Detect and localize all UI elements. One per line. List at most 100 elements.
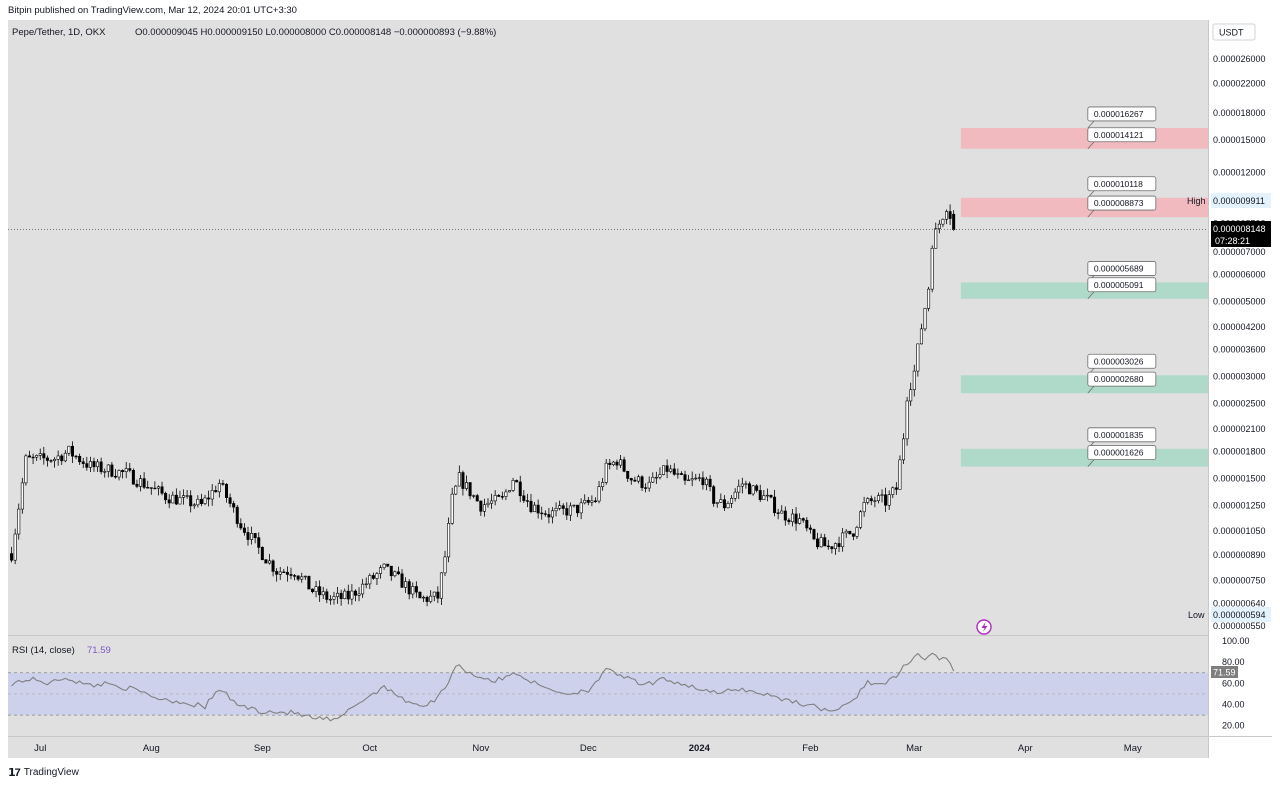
demand-zone: [960, 375, 1208, 394]
candle-down: [414, 586, 418, 593]
rsi-layer: [8, 652, 1208, 722]
candle-down: [78, 456, 82, 463]
candle-up: [343, 590, 347, 599]
candle-down: [146, 487, 150, 489]
candle-down: [164, 492, 168, 501]
zone-price-label: 0.000005091: [1094, 280, 1144, 290]
candle-up: [866, 498, 870, 503]
candle-up: [636, 476, 640, 482]
candle-up: [554, 507, 558, 512]
candle-down: [830, 546, 834, 550]
candle-up: [411, 586, 415, 595]
y-tick-label: 0.000003000: [1213, 372, 1266, 382]
candle-down: [418, 591, 422, 599]
candle-up: [88, 461, 92, 468]
candle-up: [210, 490, 214, 500]
ohlc-legend: O0.000009045 H0.000009150 L0.000008000 C…: [135, 27, 496, 38]
candle-up: [432, 591, 436, 597]
candle-down: [808, 527, 812, 530]
candle-down: [85, 463, 89, 468]
candle-up: [314, 586, 318, 592]
price-pane[interactable]: [8, 20, 1208, 635]
candle-down: [293, 575, 297, 577]
candle-up: [647, 481, 651, 489]
zone-callout-box: [1087, 277, 1157, 293]
candle-up: [493, 495, 497, 502]
candle-down: [626, 470, 630, 479]
price-axis[interactable]: [1209, 20, 1272, 758]
candle-down: [27, 455, 31, 458]
candle-up: [733, 491, 737, 499]
tradingview-logo-icon[interactable]: 𝟭7: [8, 766, 21, 779]
candle-up: [601, 482, 605, 487]
candle-up: [765, 494, 769, 497]
candle-up: [368, 575, 372, 585]
lightning-icon[interactable]: [976, 619, 992, 635]
candle-up: [841, 532, 845, 548]
y-tick-label: 0.000007000: [1213, 247, 1266, 257]
candle-down: [783, 510, 787, 521]
candle-up: [267, 560, 271, 564]
candle-down: [113, 475, 117, 478]
candle-down: [239, 523, 243, 529]
candle-up: [364, 583, 368, 586]
x-tick-label: Feb: [802, 743, 818, 754]
countdown-value: 07:28:21: [1215, 236, 1250, 246]
candle-down: [747, 483, 751, 495]
y-tick-label: 0.000001800: [1213, 447, 1266, 457]
candle-down: [174, 494, 178, 505]
candle-down: [712, 486, 716, 504]
candle-down: [310, 588, 314, 592]
candle-up: [744, 483, 748, 485]
y-ticks-layer: 0.000026000 0.000022000 0.000018000 0.00001…: [1213, 54, 1266, 731]
chart-frame[interactable]: Pepe/Tether, 1D, OKX O0.000009045 H0.000…: [8, 20, 1272, 758]
candle-down: [371, 575, 375, 579]
candle-up: [737, 485, 741, 493]
x-ticks-layer: Jul Aug Sep Oct Nov Dec 2024 Feb Mar Apr May: [34, 743, 1142, 754]
y-tick-label: 0.000022000: [1213, 79, 1266, 89]
candle-up: [63, 452, 67, 462]
low-value: 0.000000594: [1213, 610, 1266, 620]
y-tick-label: 0.000001050: [1213, 526, 1266, 536]
candle-down: [74, 455, 78, 458]
candle-down: [794, 513, 798, 524]
candle-down: [468, 482, 472, 497]
candle-up: [375, 573, 379, 579]
candle-up: [482, 504, 486, 512]
candle-down: [207, 497, 211, 500]
candle-up: [533, 504, 537, 513]
candle-up: [762, 495, 766, 500]
symbol-legend[interactable]: Pepe/Tether, 1D, OKX: [12, 27, 106, 38]
candle-up: [429, 595, 433, 602]
candle-up: [124, 468, 128, 472]
y-tick-label: 0.000015000: [1213, 135, 1266, 145]
candle-up: [35, 455, 39, 458]
rsi-legend-label[interactable]: RSI (14, close): [12, 645, 75, 656]
candle-up: [550, 510, 554, 518]
y-tick-label: 0.000026000: [1213, 54, 1266, 64]
candle-up: [919, 328, 923, 345]
candle-up: [103, 471, 107, 473]
currency-box[interactable]: [1212, 23, 1256, 41]
candle-up: [597, 486, 601, 502]
y-tick-label: 0.000003600: [1213, 345, 1266, 355]
candle-up: [67, 445, 71, 454]
candle-down: [142, 478, 146, 488]
low-label: Low: [1188, 610, 1205, 620]
candle-up: [558, 505, 562, 509]
chart-svg[interactable]: Pepe/Tether, 1D, OKX O0.000009045 H0.000…: [8, 20, 1272, 758]
zone-callout-box: [1087, 195, 1157, 211]
candle-up: [930, 247, 934, 290]
footer-brand: TradingView: [23, 766, 79, 778]
rsi-legend-value: 71.59: [87, 645, 111, 656]
candle-down: [475, 495, 479, 502]
candle-up: [185, 495, 189, 497]
candle-down: [525, 500, 529, 502]
candle-down: [31, 456, 35, 459]
footer: 𝟭7 TradingView: [8, 765, 79, 779]
candle-down: [894, 487, 898, 490]
candle-up: [357, 593, 361, 596]
candle-up: [790, 513, 794, 523]
time-axis[interactable]: [8, 736, 1208, 758]
candle-down: [131, 469, 135, 485]
